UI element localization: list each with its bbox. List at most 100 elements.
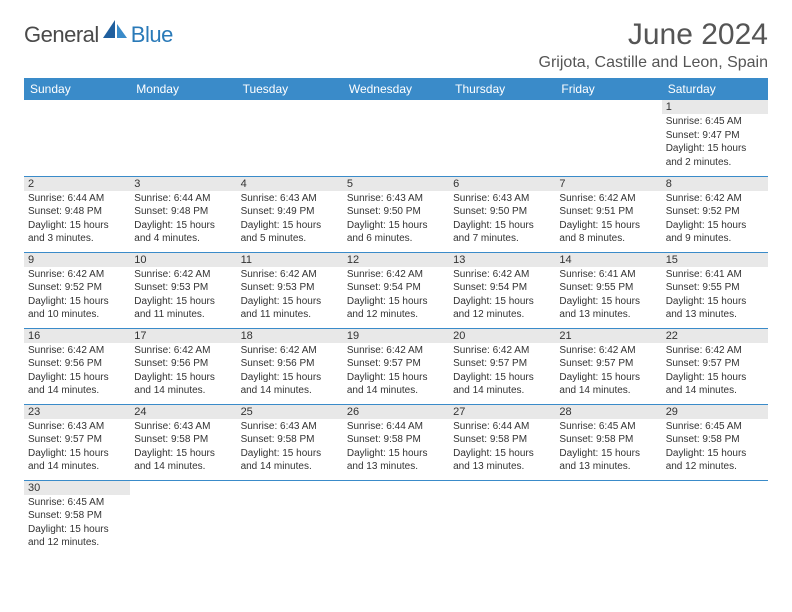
calendar-cell: 26Sunrise: 6:44 AMSunset: 9:58 PMDayligh… — [343, 404, 449, 480]
day-info-line: Sunset: 9:50 PM — [453, 205, 551, 219]
day-info-line: Daylight: 15 hours — [453, 219, 551, 233]
title-block: June 2024 Grijota, Castille and Leon, Sp… — [539, 18, 768, 72]
calendar-cell — [449, 100, 555, 176]
day-number: 25 — [237, 405, 343, 419]
day-info-line: Daylight: 15 hours — [28, 371, 126, 385]
day-info-line: and 13 minutes. — [347, 460, 445, 474]
day-number: 23 — [24, 405, 130, 419]
day-info-line: Sunset: 9:56 PM — [28, 357, 126, 371]
day-info-line: Sunset: 9:58 PM — [453, 433, 551, 447]
day-info: Sunrise: 6:42 AMSunset: 9:56 PMDaylight:… — [237, 343, 343, 398]
day-info: Sunrise: 6:45 AMSunset: 9:47 PMDaylight:… — [662, 114, 768, 169]
day-info-line: Sunset: 9:58 PM — [134, 433, 232, 447]
calendar-cell: 29Sunrise: 6:45 AMSunset: 9:58 PMDayligh… — [662, 404, 768, 480]
day-info: Sunrise: 6:42 AMSunset: 9:57 PMDaylight:… — [449, 343, 555, 398]
logo-text-general: General — [24, 22, 99, 48]
day-number: 29 — [662, 405, 768, 419]
day-info-line: Sunrise: 6:43 AM — [347, 192, 445, 206]
day-info-line: Daylight: 15 hours — [347, 447, 445, 461]
day-info-line: Sunrise: 6:41 AM — [666, 268, 764, 282]
day-info-line: Daylight: 15 hours — [134, 295, 232, 309]
day-info-line: Sunset: 9:57 PM — [559, 357, 657, 371]
day-info-line: Sunrise: 6:43 AM — [241, 192, 339, 206]
day-info-line: Daylight: 15 hours — [559, 219, 657, 233]
day-info: Sunrise: 6:43 AMSunset: 9:58 PMDaylight:… — [130, 419, 236, 474]
day-info-line: and 10 minutes. — [28, 308, 126, 322]
calendar-cell: 16Sunrise: 6:42 AMSunset: 9:56 PMDayligh… — [24, 328, 130, 404]
day-info: Sunrise: 6:43 AMSunset: 9:57 PMDaylight:… — [24, 419, 130, 474]
day-info-line: Sunrise: 6:42 AM — [559, 192, 657, 206]
day-info: Sunrise: 6:42 AMSunset: 9:54 PMDaylight:… — [449, 267, 555, 322]
day-info-line: Daylight: 15 hours — [347, 219, 445, 233]
calendar-cell: 1Sunrise: 6:45 AMSunset: 9:47 PMDaylight… — [662, 100, 768, 176]
calendar-cell — [130, 480, 236, 556]
day-info-line: Sunrise: 6:45 AM — [666, 420, 764, 434]
day-info-line: Daylight: 15 hours — [134, 447, 232, 461]
day-info-line: and 5 minutes. — [241, 232, 339, 246]
calendar-week-row: 16 Sunrise: 6:42 AMSunset: 9:56 PMDayligh… — [24, 328, 768, 404]
day-info: Sunrise: 6:42 AMSunset: 9:57 PMDaylight:… — [662, 343, 768, 398]
day-info-line: Daylight: 15 hours — [28, 219, 126, 233]
day-info-line: Sunset: 9:47 PM — [666, 129, 764, 143]
day-info-line: Sunrise: 6:44 AM — [134, 192, 232, 206]
day-info-line: Daylight: 15 hours — [666, 142, 764, 156]
calendar-week-row: 30Sunrise: 6:45 AMSunset: 9:58 PMDayligh… — [24, 480, 768, 556]
calendar-cell: 5Sunrise: 6:43 AMSunset: 9:50 PMDaylight… — [343, 176, 449, 252]
calendar-week-row: 23Sunrise: 6:43 AMSunset: 9:57 PMDayligh… — [24, 404, 768, 480]
calendar-cell: 8Sunrise: 6:42 AMSunset: 9:52 PMDaylight… — [662, 176, 768, 252]
header: General Blue June 2024 Grijota, Castille… — [24, 18, 768, 72]
day-info: Sunrise: 6:44 AMSunset: 9:58 PMDaylight:… — [449, 419, 555, 474]
day-info-line: Sunrise: 6:44 AM — [347, 420, 445, 434]
day-info-line: Sunrise: 6:43 AM — [453, 192, 551, 206]
day-info-line: and 13 minutes. — [559, 460, 657, 474]
day-number: 30 — [24, 481, 130, 495]
calendar-cell: 30Sunrise: 6:45 AMSunset: 9:58 PMDayligh… — [24, 480, 130, 556]
day-info-line: Sunset: 9:55 PM — [559, 281, 657, 295]
day-info: Sunrise: 6:43 AMSunset: 9:49 PMDaylight:… — [237, 191, 343, 246]
day-info-line: Sunset: 9:55 PM — [666, 281, 764, 295]
weekday-header: Saturday — [662, 78, 768, 100]
day-info-line: Sunset: 9:51 PM — [559, 205, 657, 219]
day-number: 2 — [24, 177, 130, 191]
day-info-line: and 12 minutes. — [666, 460, 764, 474]
day-info-line: Sunrise: 6:42 AM — [453, 268, 551, 282]
day-info-line: and 4 minutes. — [134, 232, 232, 246]
day-number: 14 — [555, 253, 661, 267]
calendar-cell: 25Sunrise: 6:43 AMSunset: 9:58 PMDayligh… — [237, 404, 343, 480]
calendar-cell: 13Sunrise: 6:42 AMSunset: 9:54 PMDayligh… — [449, 252, 555, 328]
calendar-cell: 12Sunrise: 6:42 AMSunset: 9:54 PMDayligh… — [343, 252, 449, 328]
day-number: 24 — [130, 405, 236, 419]
logo-text-blue: Blue — [131, 22, 173, 48]
day-info-line: Daylight: 15 hours — [666, 219, 764, 233]
weekday-header: Tuesday — [237, 78, 343, 100]
calendar-cell: 11Sunrise: 6:42 AMSunset: 9:53 PMDayligh… — [237, 252, 343, 328]
day-number: 3 — [130, 177, 236, 191]
day-info-line: Sunset: 9:56 PM — [134, 357, 232, 371]
day-info-line: Daylight: 15 hours — [347, 295, 445, 309]
day-info-line: Sunset: 9:54 PM — [453, 281, 551, 295]
day-info-line: Daylight: 15 hours — [134, 219, 232, 233]
day-info-line: and 12 minutes. — [28, 536, 126, 550]
day-info-line: Sunset: 9:57 PM — [28, 433, 126, 447]
day-info-line: Sunset: 9:57 PM — [666, 357, 764, 371]
day-info-line: Sunrise: 6:44 AM — [28, 192, 126, 206]
day-info: Sunrise: 6:42 AMSunset: 9:51 PMDaylight:… — [555, 191, 661, 246]
day-number: 6 — [449, 177, 555, 191]
day-info-line: Daylight: 15 hours — [559, 447, 657, 461]
day-info-line: Daylight: 15 hours — [666, 371, 764, 385]
day-info-line: and 11 minutes. — [241, 308, 339, 322]
day-info-line: and 7 minutes. — [453, 232, 551, 246]
day-info-line: Sunset: 9:53 PM — [134, 281, 232, 295]
day-info-line: Daylight: 15 hours — [666, 447, 764, 461]
day-number: 16 — [24, 329, 130, 343]
day-info: Sunrise: 6:41 AMSunset: 9:55 PMDaylight:… — [555, 267, 661, 322]
day-info-line: Daylight: 15 hours — [453, 371, 551, 385]
day-info: Sunrise: 6:45 AMSunset: 9:58 PMDaylight:… — [24, 495, 130, 550]
day-info-line: Daylight: 15 hours — [453, 295, 551, 309]
day-number: 8 — [662, 177, 768, 191]
weekday-header: Friday — [555, 78, 661, 100]
day-info: Sunrise: 6:42 AMSunset: 9:57 PMDaylight:… — [555, 343, 661, 398]
day-number: 22 — [662, 329, 768, 343]
day-number: 7 — [555, 177, 661, 191]
day-number: 12 — [343, 253, 449, 267]
